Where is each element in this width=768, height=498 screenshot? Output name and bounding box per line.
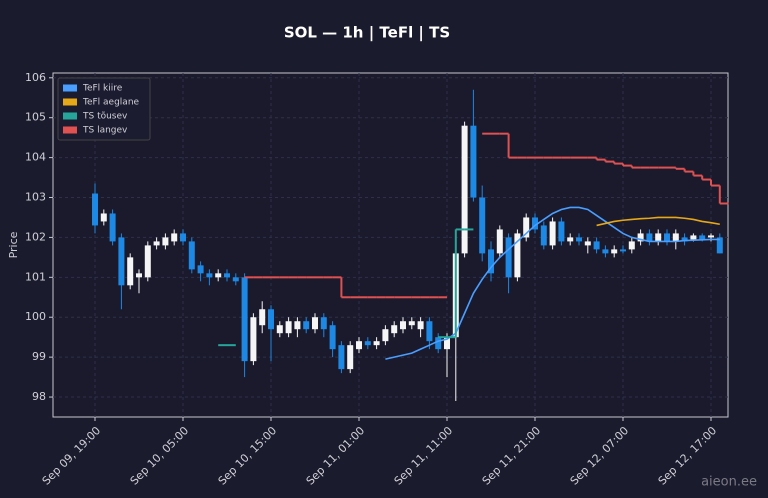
candle-body bbox=[558, 221, 565, 242]
candle-body bbox=[664, 233, 670, 242]
candle-body bbox=[364, 341, 371, 346]
candle-body bbox=[136, 273, 142, 278]
candle-body bbox=[285, 321, 292, 334]
legend-swatch bbox=[63, 126, 77, 134]
legend-label: TeFl kiire bbox=[82, 84, 123, 94]
candle-body bbox=[224, 273, 230, 278]
candle-body bbox=[215, 273, 222, 278]
candle-body bbox=[400, 321, 406, 330]
candle-body bbox=[655, 233, 662, 242]
candle-body bbox=[620, 249, 626, 252]
candle-body bbox=[470, 125, 477, 198]
legend: TeFl kiire TeFl aeglane TS tõusev TS langev bbox=[57, 77, 151, 141]
candle-body bbox=[584, 241, 591, 246]
candle-body bbox=[188, 241, 195, 270]
candle-body bbox=[479, 197, 486, 254]
candle-body bbox=[716, 237, 723, 254]
candle-body bbox=[602, 249, 609, 254]
candle-body bbox=[127, 257, 134, 286]
candle-body bbox=[646, 233, 653, 242]
candle-body bbox=[241, 277, 248, 362]
candle-body bbox=[373, 341, 380, 346]
y-tick-label: 105 bbox=[25, 111, 46, 124]
candle-body bbox=[180, 233, 186, 242]
candle-body bbox=[514, 233, 521, 278]
candle-body bbox=[171, 233, 178, 242]
candle-body bbox=[109, 213, 116, 242]
y-axis-label: Price bbox=[7, 231, 20, 258]
legend-box bbox=[57, 77, 151, 141]
watermark: aieon.ee bbox=[701, 475, 757, 490]
candle-body bbox=[276, 325, 283, 334]
candle-body bbox=[153, 241, 160, 246]
candle-body bbox=[699, 235, 706, 240]
candle-body bbox=[532, 217, 538, 230]
candle-body bbox=[708, 235, 714, 238]
candle-body bbox=[92, 193, 98, 226]
candle-body bbox=[144, 245, 151, 278]
chart-title: SOL — 1h | TeFl | TS bbox=[284, 24, 450, 43]
candle-body bbox=[435, 337, 442, 350]
candle-body bbox=[426, 321, 433, 342]
y-tick-label: 98 bbox=[32, 390, 46, 403]
candle-body bbox=[100, 213, 107, 222]
candle-body bbox=[488, 249, 494, 274]
candle-body bbox=[505, 237, 512, 278]
legend-label: TeFl aeglane bbox=[82, 98, 140, 108]
candle-body bbox=[567, 237, 574, 242]
candle-body bbox=[523, 217, 530, 238]
y-tick-label: 100 bbox=[25, 310, 46, 323]
candle-body bbox=[540, 225, 547, 246]
candle-body bbox=[408, 321, 415, 326]
candle-body bbox=[417, 321, 424, 330]
candle-body bbox=[672, 233, 679, 242]
candle-body bbox=[232, 277, 239, 282]
legend-swatch bbox=[63, 84, 77, 92]
candle-body bbox=[338, 345, 345, 370]
candle-body bbox=[690, 235, 697, 240]
candle-body bbox=[496, 229, 503, 254]
candle-body bbox=[312, 317, 318, 330]
candle-body bbox=[118, 237, 125, 286]
legend-swatch bbox=[63, 98, 77, 106]
candle-body bbox=[250, 317, 257, 362]
legend-swatch bbox=[63, 112, 77, 120]
candle-body bbox=[162, 237, 169, 246]
candle-body bbox=[259, 309, 266, 326]
candle-body bbox=[329, 325, 336, 350]
candle-body bbox=[320, 317, 327, 330]
y-tick-label: 99 bbox=[32, 350, 46, 363]
candle-body bbox=[549, 221, 556, 246]
candle-body bbox=[347, 345, 354, 370]
candle-body bbox=[294, 321, 301, 330]
candle-body bbox=[444, 337, 450, 350]
candle-body bbox=[382, 329, 389, 342]
series-line bbox=[385, 206, 720, 360]
candle-body bbox=[681, 237, 688, 242]
candle-body bbox=[637, 233, 644, 242]
legend-label: TS tõusev bbox=[82, 112, 128, 122]
legend-label: TS langev bbox=[82, 126, 128, 136]
candle-body bbox=[303, 321, 310, 330]
series-line bbox=[596, 216, 720, 227]
candle-body bbox=[593, 241, 600, 250]
candle-body bbox=[197, 265, 204, 274]
y-tick-label: 106 bbox=[25, 71, 46, 84]
candle-body bbox=[628, 241, 635, 250]
candle-body bbox=[391, 325, 398, 334]
candle-body bbox=[611, 249, 618, 254]
candle-body bbox=[206, 273, 213, 278]
y-tick-label: 102 bbox=[25, 230, 46, 243]
y-tick-label: 101 bbox=[25, 270, 46, 283]
y-tick-label: 104 bbox=[25, 151, 46, 164]
candle-body bbox=[461, 125, 468, 254]
candle-body bbox=[356, 341, 362, 350]
candle-body bbox=[576, 237, 582, 242]
candle-body bbox=[268, 309, 274, 330]
y-tick-label: 103 bbox=[25, 191, 46, 204]
